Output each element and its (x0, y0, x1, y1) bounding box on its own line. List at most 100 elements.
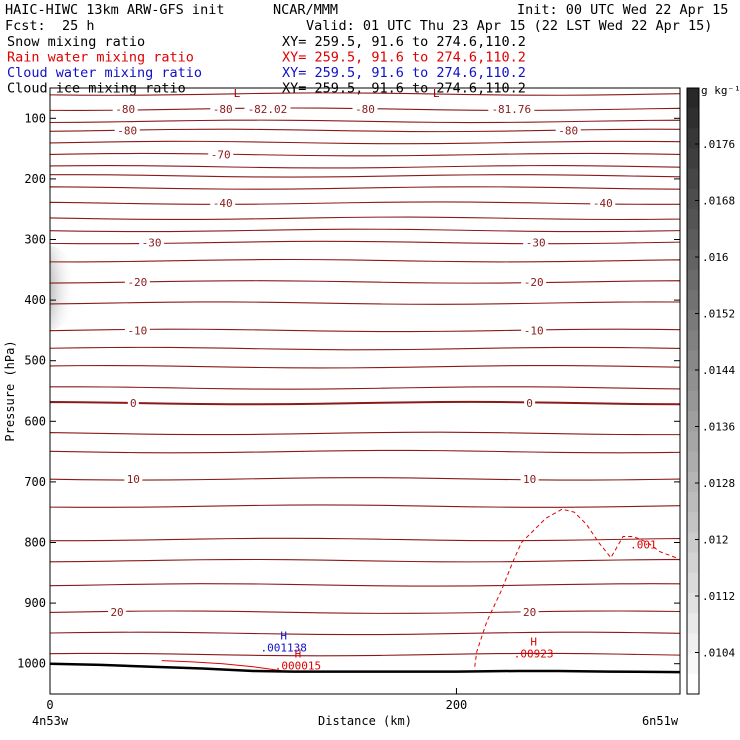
colorbar-segment (687, 613, 699, 634)
temperature-label-bg (108, 606, 127, 619)
temperature-contour (50, 504, 680, 508)
colorbar-tick-label: .0104 (702, 647, 735, 660)
temperature-label: -70 (211, 149, 231, 162)
temperature-contour (50, 119, 680, 124)
field-list: Snow mixing ratio XY= 259.5, 91.6 to 274.… (7, 34, 526, 97)
temperature-label-bg (488, 103, 535, 116)
colorbar-segment (687, 229, 699, 251)
temperature-label-bg (124, 324, 150, 337)
temperature-label-bg (114, 124, 140, 137)
colorbar-segment (687, 451, 699, 473)
temperature-label: -10 (524, 324, 544, 337)
field-name-0: Snow mixing ratio (7, 34, 145, 50)
colorbar-tick-label: .0144 (702, 364, 735, 377)
colorbar-segment (687, 391, 699, 412)
init-time: Init: 00 UTC Wed 22 Apr 15 (517, 2, 728, 18)
colorbar-segment (687, 431, 699, 453)
temperature-contour (50, 400, 680, 406)
colorbar-segment (687, 593, 699, 614)
y-tick-label: 100 (24, 111, 46, 125)
colorbar-segment (687, 653, 699, 675)
colorbar-segment (687, 673, 699, 695)
y-tick-label: 900 (24, 596, 46, 610)
colorbar-segment (687, 572, 699, 594)
colorbar-segment (687, 512, 699, 533)
colorbar-segment (687, 471, 699, 493)
fcst-label: Fcst: (5, 18, 46, 34)
valid-time: Valid: 01 UTC Thu 23 Apr 15 (22 LST Wed … (306, 18, 712, 34)
temperature-label: -40 (593, 197, 613, 210)
temperature-contour (50, 301, 680, 305)
y-tick-label: 300 (24, 233, 46, 247)
colorbar-segment (687, 249, 699, 271)
org-label: NCAR/MMM (273, 2, 338, 18)
temperature-contour (50, 652, 680, 657)
colorbar-segment (687, 269, 699, 291)
temperature-contour (50, 240, 680, 245)
colorbar-segment (687, 330, 699, 352)
temperature-contour (50, 365, 680, 369)
colorbar-tick-label: .016 (702, 251, 729, 264)
temperature-label: -80 (355, 103, 375, 116)
field-xy-0: XY= 259.5, 91.6 to 274.6,110.2 (282, 34, 526, 50)
temperature-contour (50, 201, 680, 205)
colorbar-segment (687, 168, 699, 190)
temperature-label: -82.02 (248, 103, 288, 116)
temperature-contour (50, 128, 680, 133)
temperature-label-bg (208, 148, 234, 161)
colorbar-tick-label: .012 (702, 534, 729, 547)
colorbar-tick-label: .0176 (702, 138, 735, 151)
colorbar-tick-label: .0136 (702, 421, 735, 434)
colorbar-segment (687, 552, 699, 574)
temperature-contour (50, 174, 680, 178)
temperature-label: -30 (526, 237, 546, 250)
temperature-contour (50, 477, 680, 481)
colorbar-segment (687, 148, 699, 170)
plot-area: -80 -82.02 -81.76 -80 -80 -80 -80 -70 -40 -40 -30 -… (50, 87, 680, 674)
y-tick-label: 400 (24, 293, 46, 307)
temperature-label: 20 (110, 606, 123, 619)
colorbar-segment (687, 310, 699, 331)
field-name-1: Rain water mixing ratio (7, 50, 194, 66)
cloud-ice-shading (50, 245, 76, 330)
rain-contour-label: .001 (630, 539, 657, 552)
temperature-contour (50, 610, 680, 614)
colorbar-segment (687, 370, 699, 392)
temperature-contour (50, 346, 680, 351)
model-title: HAIC-HIWC 13km ARW-GFS init (5, 2, 224, 18)
colorbar-tick-label: .0112 (702, 590, 735, 603)
colorbar-segment (687, 633, 699, 655)
temperature-label: -80 (115, 103, 135, 116)
right-endpoint-label: 6n51w (642, 714, 679, 728)
temperature-label-bg (590, 197, 616, 210)
temperature-label-bg (124, 275, 150, 288)
temperature-contour (50, 631, 680, 636)
temperature-label: -30 (142, 237, 162, 250)
colorbar-segment (687, 209, 699, 230)
temperature-contour (50, 186, 680, 190)
y-tick-label: 200 (24, 172, 46, 186)
temperature-label: -20 (127, 276, 147, 289)
colorbar-tick-label: .0128 (702, 477, 735, 490)
field-xy-2: XY= 259.5, 91.6 to 274.6,110.2 (282, 65, 526, 81)
y-tick-label: 500 (24, 354, 46, 368)
y-tick-label: 600 (24, 414, 46, 428)
temperature-label: -81.76 (491, 103, 531, 116)
x-tick-label: 0 (46, 698, 53, 712)
y-tick-label: 1000 (17, 657, 46, 671)
temperature-contour (50, 449, 680, 454)
colorbar-segment (687, 88, 699, 109)
field-xy-1: XY= 259.5, 91.6 to 274.6,110.2 (282, 50, 526, 66)
colorbar: .0176 .0168 .016 .0152 .0144 .0136 .0128 .012 .0… (686, 87, 735, 695)
temperature-label: -20 (524, 276, 544, 289)
temperature-contour (50, 216, 680, 221)
temperature-label: -80 (117, 124, 137, 137)
colorbar-segment (687, 128, 699, 150)
temperature-contour (50, 431, 680, 436)
terrain-line (50, 662, 680, 674)
temperature-contour (50, 228, 680, 233)
extremum-mark: L (234, 87, 241, 100)
extremum-mark: L (433, 87, 440, 100)
temperature-label-bg (127, 397, 139, 410)
rain-water-contour (474, 508, 677, 667)
